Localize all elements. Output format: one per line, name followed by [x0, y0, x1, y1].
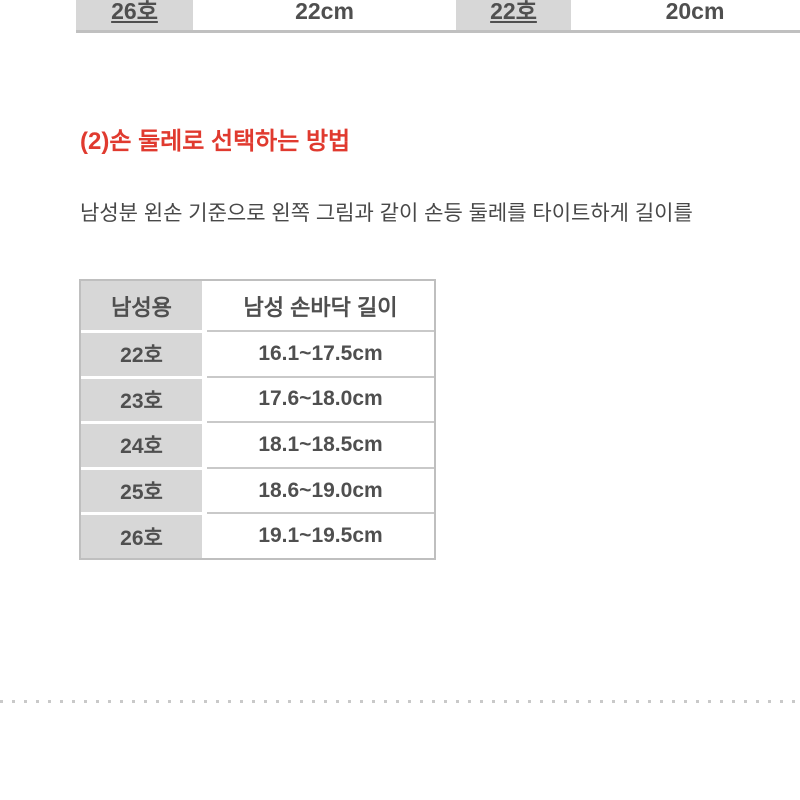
length-cell: 18.1~18.5cm [207, 421, 434, 467]
top-table-bottom-border [76, 30, 800, 33]
top-table-value-label: 20cm [665, 0, 725, 24]
size-cell: 23호 [81, 375, 202, 422]
mens-size-table: 남성용 남성 손바닥 길이 22호 16.1~17.5cm 23호 17.6~1… [79, 279, 436, 560]
length-cell: 18.6~19.0cm [207, 466, 434, 513]
table-row: 23호 17.6~18.0cm [81, 375, 434, 422]
top-table-value-cell: 22cm [196, 0, 453, 30]
top-table-value-label: 22cm [295, 0, 354, 24]
size-cell: 25호 [81, 466, 202, 513]
top-table-size-label: 22호 [490, 0, 537, 24]
table-row: 26호 19.1~19.5cm [81, 512, 434, 558]
top-table-value-cell: 20cm [574, 0, 800, 30]
top-table-size-cell: 22호 [456, 0, 571, 30]
table-header-row: 남성용 남성 손바닥 길이 [81, 281, 434, 330]
size-cell: 26호 [81, 512, 202, 558]
section-description: 남성분 왼손 기준으로 왼쪽 그림과 같이 손등 둘레를 타이트하게 길이를 [80, 202, 693, 225]
length-cell: 16.1~17.5cm [207, 330, 434, 376]
size-cell: 22호 [81, 330, 202, 376]
top-table-size-label: 26호 [111, 0, 158, 24]
size-cell: 24호 [81, 421, 202, 467]
section-heading: (2)손 둘레로 선택하는 방법 [80, 128, 351, 155]
dotted-divider [0, 700, 800, 703]
length-cell: 17.6~18.0cm [207, 375, 434, 422]
top-table-size-cell: 26호 [76, 0, 193, 30]
table-row: 22호 16.1~17.5cm [81, 330, 434, 376]
table-row: 25호 18.6~19.0cm [81, 466, 434, 513]
table-header-size-column: 남성용 [81, 281, 202, 330]
table-header-length-column: 남성 손바닥 길이 [207, 281, 434, 330]
length-cell: 19.1~19.5cm [207, 512, 434, 558]
table-row: 24호 18.1~18.5cm [81, 421, 434, 467]
